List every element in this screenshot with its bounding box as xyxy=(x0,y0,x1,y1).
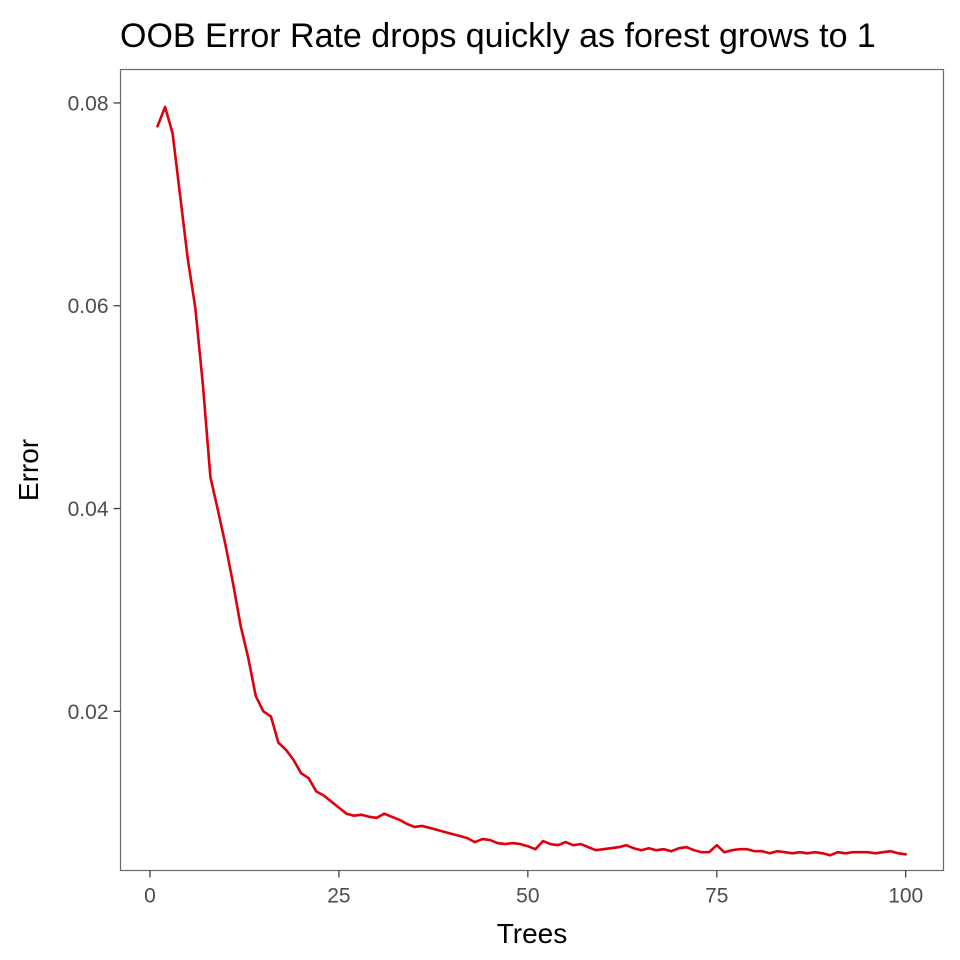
x-axis-title: Trees xyxy=(497,918,568,949)
error-series-line xyxy=(156,105,908,857)
y-axis: 0.02 0.04 0.06 0.08 xyxy=(68,92,121,724)
y-tick-label: 0.06 xyxy=(68,295,109,318)
x-axis: 0 25 50 75 100 xyxy=(144,870,923,908)
x-tick-label: 100 xyxy=(888,885,923,908)
x-tick-label: 0 xyxy=(144,885,156,908)
y-tick-label: 0.08 xyxy=(68,92,109,115)
y-tick-label: 0.04 xyxy=(68,498,109,521)
y-axis-title: Error xyxy=(13,439,44,501)
x-tick-label: 50 xyxy=(516,885,539,908)
y-tick-label: 0.02 xyxy=(68,701,109,724)
series-layer xyxy=(156,105,908,857)
x-tick-label: 75 xyxy=(705,885,728,908)
x-tick-label: 25 xyxy=(327,885,350,908)
chart-title: OOB Error Rate drops quickly as forest g… xyxy=(120,17,876,55)
plot-panel xyxy=(119,68,945,872)
